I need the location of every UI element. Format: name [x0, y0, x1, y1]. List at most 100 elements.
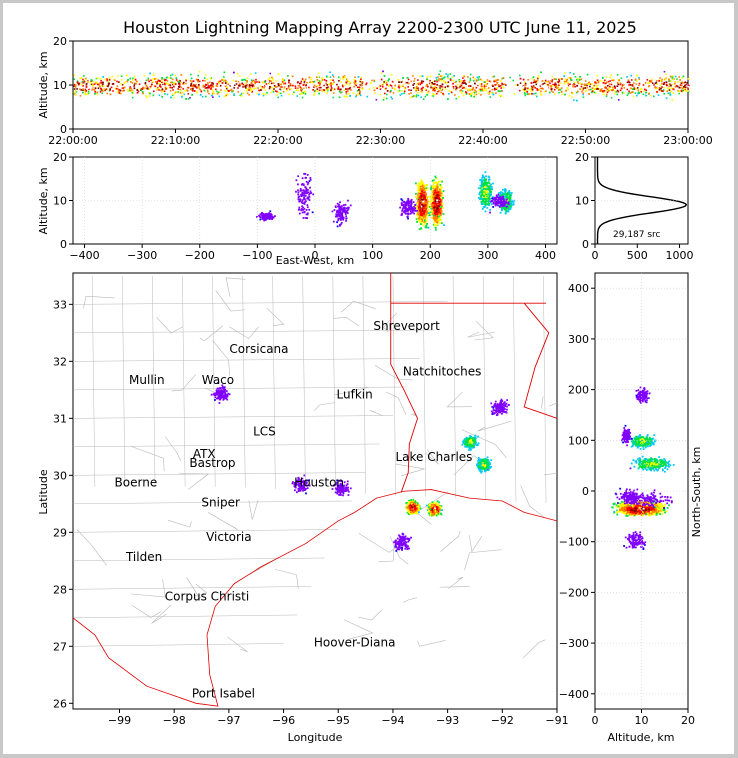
lightning-source	[207, 90, 209, 93]
lightning-source	[420, 211, 423, 214]
lightning-source	[80, 83, 83, 86]
lightning-source	[401, 93, 403, 95]
lightning-source	[527, 88, 530, 91]
lightning-source	[303, 172, 306, 175]
lightning-source	[288, 88, 291, 91]
lightning-source	[349, 95, 351, 97]
lightning-source	[323, 91, 325, 93]
lightning-source	[663, 81, 666, 84]
lightning-source	[674, 80, 676, 83]
lightning-source	[491, 84, 494, 87]
lightning-source	[418, 209, 421, 212]
lightning-source	[303, 83, 306, 86]
lightning-source	[556, 86, 559, 89]
lightning-source	[226, 90, 229, 93]
lightning-source	[208, 86, 211, 89]
lightning-source	[154, 78, 156, 80]
lightning-source	[85, 78, 87, 81]
lightning-source	[527, 93, 530, 95]
lightning-source	[439, 214, 442, 216]
lightning-source	[610, 83, 613, 86]
lightning-source	[532, 76, 535, 78]
lightning-source	[328, 84, 331, 87]
lightning-source	[221, 82, 224, 84]
lightning-source	[349, 81, 351, 84]
lightning-source	[390, 73, 393, 76]
lightning-source	[682, 75, 685, 78]
lightning-source	[554, 93, 556, 96]
lightning-source	[586, 84, 588, 87]
lightning-source	[418, 194, 421, 197]
lightning-source	[197, 79, 199, 81]
lightning-source	[420, 209, 423, 211]
lightning-source	[433, 189, 435, 192]
lightning-source	[418, 199, 420, 201]
lightning-source	[431, 193, 434, 196]
lightning-source	[465, 93, 468, 95]
lightning-source	[351, 84, 354, 87]
lightning-source	[433, 86, 436, 88]
lightning-source	[246, 88, 249, 91]
lightning-source	[302, 79, 305, 81]
lightning-source	[464, 82, 466, 84]
lightning-source	[120, 83, 123, 85]
lightning-source	[507, 205, 510, 208]
lightning-source	[480, 89, 482, 92]
lightning-source	[132, 77, 134, 80]
lightning-source	[160, 89, 162, 92]
lightning-source	[353, 79, 355, 81]
lightning-source	[432, 213, 435, 216]
lightning-source	[339, 217, 342, 220]
lightning-source	[419, 208, 422, 211]
lightning-source	[610, 74, 613, 77]
lightning-source	[421, 203, 423, 206]
lightning-source	[265, 215, 268, 217]
lightning-source	[171, 78, 174, 81]
lightning-source	[607, 80, 610, 83]
lightning-source	[555, 78, 557, 81]
lightning-source	[145, 87, 148, 90]
lightning-source	[310, 76, 313, 79]
lightning-source	[492, 75, 495, 78]
lightning-source	[590, 84, 593, 87]
lightning-source	[447, 81, 450, 83]
lightning-source	[152, 80, 154, 83]
lightning-source	[459, 89, 462, 92]
lightning-source	[311, 84, 313, 87]
lightning-source	[418, 190, 421, 193]
lightning-source	[436, 213, 439, 215]
lightning-source	[117, 89, 119, 91]
lightning-source	[268, 218, 271, 220]
lightning-source	[593, 91, 596, 94]
lightning-source	[73, 78, 75, 80]
lightning-source	[79, 77, 81, 80]
lightning-source	[379, 85, 382, 87]
lightning-source	[177, 91, 179, 93]
lightning-source	[436, 207, 439, 210]
lightning-source	[170, 96, 172, 99]
lightning-source	[304, 93, 307, 95]
lightning-source	[413, 82, 415, 85]
lightning-source	[251, 84, 254, 87]
lightning-source	[253, 88, 255, 90]
lightning-source	[386, 90, 389, 92]
lightning-source	[415, 196, 417, 198]
lightning-source	[241, 79, 243, 81]
lightning-source	[417, 94, 420, 97]
lightning-source	[387, 85, 389, 88]
lightning-source	[591, 90, 594, 93]
lightning-source	[138, 83, 141, 85]
lightning-source	[113, 78, 115, 81]
lightning-source	[663, 92, 666, 95]
lightning-source	[82, 81, 85, 84]
lightning-source	[414, 209, 417, 212]
lightning-source	[506, 200, 509, 203]
lightning-source	[163, 78, 165, 81]
lightning-source	[307, 191, 310, 194]
lightning-source	[197, 85, 200, 88]
lightning-source	[423, 217, 426, 220]
lightning-source	[432, 214, 435, 217]
lightning-source	[620, 77, 623, 80]
lightning-source	[546, 81, 548, 83]
lightning-source	[416, 217, 419, 220]
